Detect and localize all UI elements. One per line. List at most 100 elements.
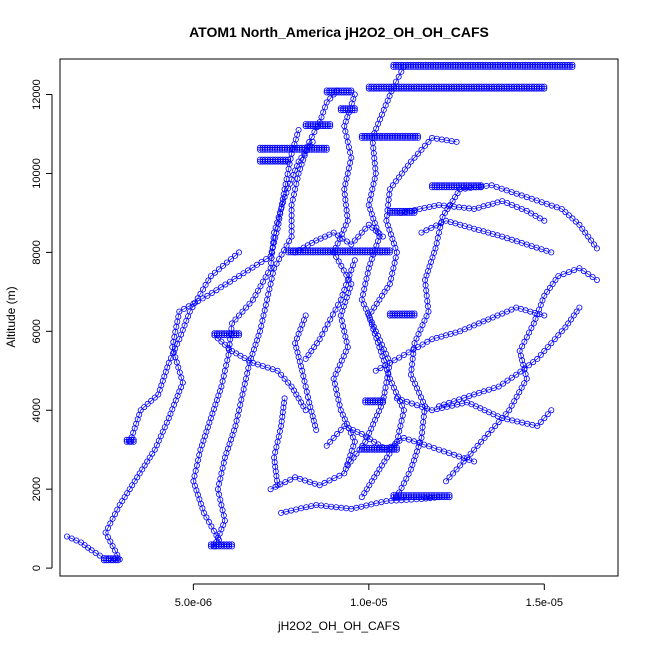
data-point [231, 275, 238, 282]
data-point [366, 436, 373, 443]
data-point [372, 367, 379, 374]
data-point [151, 394, 158, 401]
data-point [558, 205, 565, 212]
data-point [223, 259, 230, 266]
data-point [523, 334, 530, 341]
data-point [379, 397, 386, 404]
profile-line [438, 307, 580, 407]
data-point [588, 237, 595, 244]
data-point [528, 210, 535, 217]
data-point [298, 154, 305, 161]
data-point [365, 221, 372, 228]
data-point [309, 138, 316, 145]
data-point [495, 383, 502, 390]
data-point [176, 308, 183, 315]
data-point [172, 345, 179, 352]
data-point [232, 316, 239, 323]
data-point [548, 249, 555, 256]
data-point [235, 330, 242, 337]
data-point [555, 332, 562, 339]
data-point [207, 273, 214, 280]
data-point [130, 436, 137, 443]
data-point [392, 178, 399, 185]
data-point [525, 362, 532, 369]
data-point [579, 225, 586, 232]
data-point [445, 450, 452, 457]
data-point [541, 217, 548, 224]
data-point [330, 434, 337, 441]
data-point [321, 479, 328, 486]
data-point [323, 146, 330, 153]
data-point [314, 124, 321, 131]
data-point [335, 232, 342, 239]
data-point [102, 529, 109, 536]
data-point [495, 419, 502, 426]
data-point [544, 288, 551, 295]
data-point [373, 300, 380, 307]
data-point [446, 494, 453, 501]
data-point [521, 365, 528, 372]
data-point [528, 324, 535, 331]
profile-line [400, 200, 545, 222]
data-point [112, 511, 119, 518]
data-point [137, 407, 144, 414]
data-point [428, 224, 435, 231]
data-point [114, 555, 121, 562]
data-point [286, 238, 293, 245]
data-point [240, 270, 247, 277]
data-point [411, 207, 418, 214]
data-point [504, 377, 511, 384]
data-point [541, 292, 548, 299]
data-point [219, 262, 226, 269]
data-point [144, 400, 151, 407]
data-point [517, 368, 524, 375]
data-point [186, 308, 193, 315]
data-point [419, 341, 426, 348]
data-point [576, 265, 583, 272]
data-point [565, 320, 572, 327]
data-point [508, 374, 515, 381]
data-point [565, 212, 572, 219]
data-point [271, 459, 278, 466]
data-point [569, 215, 576, 222]
data-point [246, 300, 253, 307]
data-point [351, 107, 358, 114]
profile-line [305, 260, 356, 360]
data-point [488, 426, 495, 433]
data-point [481, 434, 488, 441]
data-point [570, 312, 577, 319]
data-point [400, 480, 407, 487]
data-point [387, 443, 394, 450]
data-point [405, 349, 412, 356]
data-point [263, 256, 270, 263]
data-point [467, 450, 474, 457]
profile-line [193, 141, 313, 545]
data-point [321, 326, 328, 333]
data-point [107, 520, 114, 527]
data-point [408, 400, 415, 407]
data-point [411, 310, 418, 317]
data-point [580, 268, 587, 275]
data-point [228, 320, 235, 327]
profile-line [294, 315, 317, 431]
data-point [326, 477, 333, 484]
data-point [453, 138, 460, 145]
data-point [205, 518, 212, 525]
profile-line [396, 398, 552, 427]
data-point [530, 359, 537, 366]
data-point [453, 466, 460, 473]
data-point [210, 527, 217, 534]
data-point [192, 299, 199, 306]
data-point [105, 534, 112, 541]
data-point [560, 271, 567, 278]
data-point [438, 220, 445, 227]
data-point [534, 422, 541, 429]
data-point [252, 292, 259, 299]
data-point [267, 486, 274, 493]
data-point [105, 525, 112, 532]
data-point [414, 134, 421, 141]
data-point [215, 266, 222, 273]
data-point [492, 422, 499, 429]
data-point [311, 128, 318, 135]
